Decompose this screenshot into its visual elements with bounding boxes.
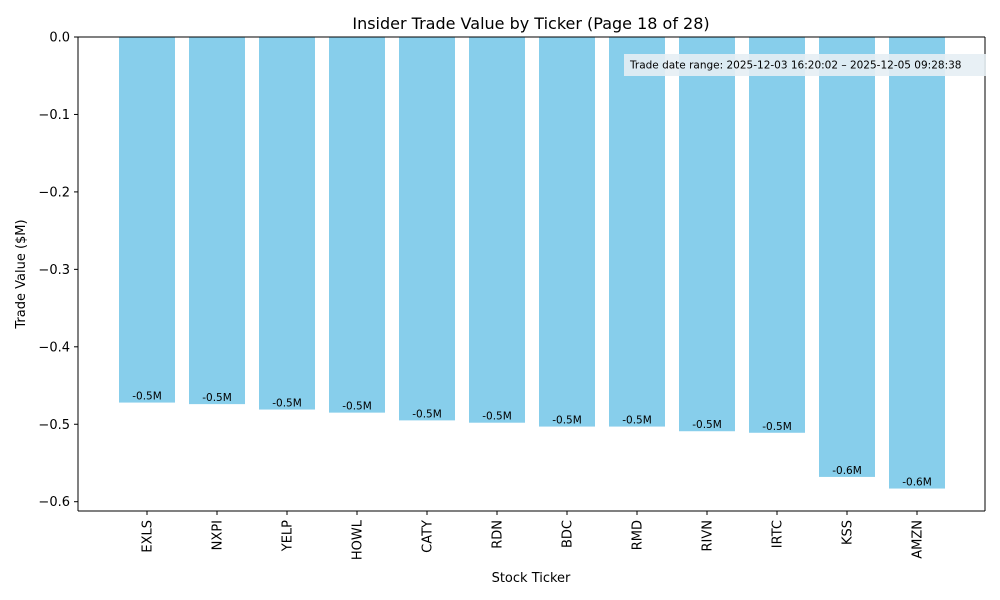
- data-label: -0.5M: [692, 419, 722, 431]
- y-tick-label: −0.4: [38, 340, 70, 355]
- annotation-text: Trade date range: 2025-12-03 16:20:02 – …: [629, 60, 961, 72]
- data-label: -0.5M: [412, 408, 442, 420]
- bar-rmd: [609, 37, 665, 427]
- bar-bdc: [539, 37, 595, 427]
- x-tick-label: RMD: [631, 520, 646, 550]
- chart-title: Insider Trade Value by Ticker (Page 18 o…: [352, 14, 709, 33]
- y-tick-label: −0.6: [38, 495, 70, 510]
- bar-exls: [119, 37, 175, 403]
- data-label: -0.5M: [272, 398, 302, 410]
- bar-rdn: [469, 37, 525, 423]
- x-tick-label: CATY: [421, 520, 436, 553]
- x-tick-label: AMZN: [911, 520, 926, 559]
- y-tick-label: −0.3: [38, 263, 70, 278]
- x-tick-label: NXPI: [211, 520, 226, 550]
- data-label: -0.6M: [902, 477, 932, 489]
- y-tick-label: −0.5: [38, 418, 70, 433]
- data-label: -0.5M: [482, 411, 512, 423]
- y-tick-label: 0.0: [49, 31, 70, 46]
- x-tick-label: RIVN: [701, 520, 716, 551]
- bar-kss: [819, 37, 875, 477]
- data-label: -0.5M: [132, 391, 162, 403]
- y-tick-label: −0.1: [38, 108, 70, 123]
- data-label: -0.5M: [202, 392, 232, 404]
- data-label: -0.5M: [342, 401, 372, 413]
- x-axis-label: Stock Ticker: [492, 571, 571, 586]
- bar-caty: [399, 37, 455, 421]
- x-tick-label: BDC: [561, 520, 576, 548]
- annotation-box: [624, 54, 986, 76]
- data-label: -0.5M: [762, 421, 792, 433]
- bar-irtc: [749, 37, 805, 433]
- x-tick-label: EXLS: [141, 520, 156, 553]
- x-tick-label: HOWL: [351, 519, 366, 560]
- bar-yelp: [259, 37, 315, 410]
- data-label: -0.5M: [552, 415, 582, 427]
- x-tick-label: IRTC: [771, 520, 786, 548]
- y-axis-label: Trade Value ($M): [14, 219, 29, 329]
- bar-nxpi: [189, 37, 245, 405]
- y-tick-label: −0.2: [38, 185, 70, 200]
- x-tick-label: KSS: [841, 520, 856, 545]
- data-label: -0.5M: [622, 415, 652, 427]
- bar-amzn: [889, 37, 945, 489]
- bar-howl: [329, 37, 385, 413]
- x-tick-label: RDN: [491, 520, 506, 549]
- data-label: -0.6M: [832, 465, 862, 477]
- x-tick-label: YELP: [281, 520, 296, 552]
- plot-area: -0.5M -0.5M -0.5M -0.5M -0.5M -0.5M -0.5M -0.5M…: [38, 31, 986, 560]
- bar-rivn: [679, 37, 735, 432]
